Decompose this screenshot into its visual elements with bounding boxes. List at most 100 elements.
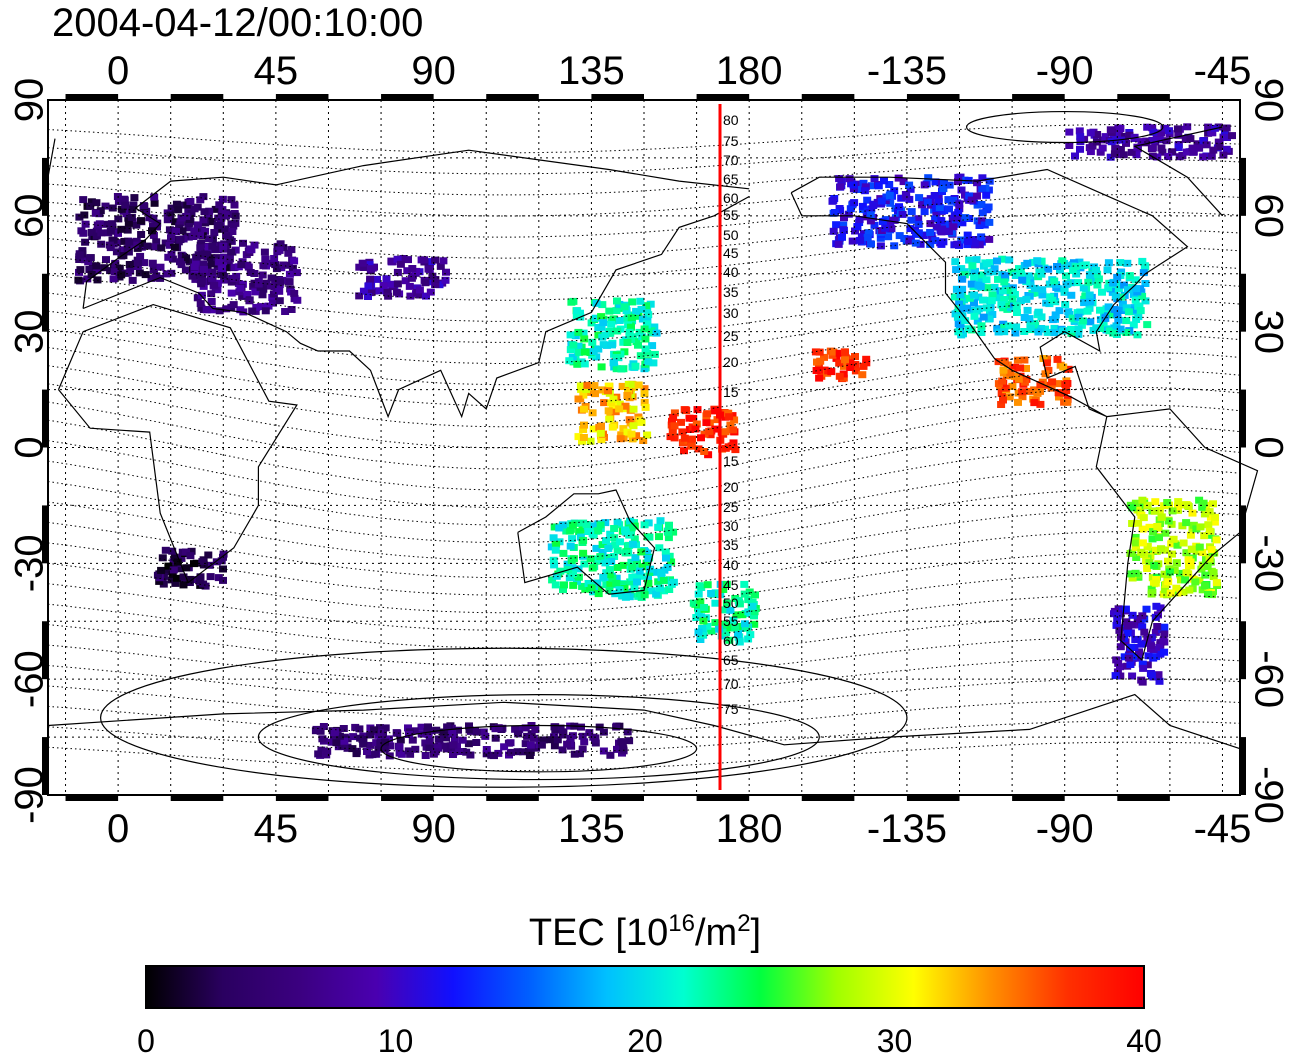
tec-cell: [1001, 272, 1009, 280]
tec-cell: [1129, 306, 1138, 314]
contour-label: 75: [723, 701, 739, 717]
tec-cell: [623, 392, 632, 399]
tec-cell: [92, 262, 101, 270]
tec-cell: [149, 265, 158, 273]
tec-cell: [1193, 140, 1202, 148]
tec-cell: [680, 447, 688, 455]
tec-cell: [574, 395, 583, 403]
tec-cell: [627, 323, 635, 331]
tec-cell: [1020, 328, 1029, 335]
tec-cell: [1080, 298, 1089, 306]
tec-cell: [195, 577, 204, 584]
tec-cell: [359, 738, 368, 746]
tec-cell: [905, 237, 914, 245]
tec-cell: [393, 280, 402, 288]
tec-cell: [136, 252, 145, 260]
tec-cell: [721, 428, 730, 436]
tec-cell: [379, 282, 388, 289]
tec-cell: [1209, 500, 1217, 508]
tec-cell: [626, 578, 635, 586]
tec-cell: [77, 227, 86, 235]
tec-cell: [633, 578, 641, 586]
tec-cell: [1132, 554, 1141, 561]
tec-cell: [1069, 266, 1078, 274]
tec-cell: [612, 579, 621, 587]
tec-cell: [549, 534, 558, 542]
tec-cell: [880, 177, 888, 185]
magnetic-contour: [47, 246, 1241, 301]
tec-cell: [177, 214, 186, 222]
tec-cell: [434, 735, 443, 743]
contour-label: 60: [723, 633, 739, 649]
tec-cell: [424, 265, 433, 273]
tec-cell: [914, 215, 923, 223]
tec-cell: [132, 237, 141, 245]
tec-cell: [285, 278, 294, 286]
tec-cell: [137, 231, 146, 238]
tec-cell: [664, 534, 673, 542]
tec-cell: [539, 736, 548, 744]
tec-cell: [1174, 498, 1183, 506]
tec-cell: [323, 747, 332, 755]
tec-cell: [1138, 539, 1147, 547]
tec-cell: [637, 305, 646, 313]
tec-cell: [998, 287, 1007, 295]
tec-cell: [988, 311, 997, 318]
tec-cell: [700, 448, 709, 455]
tec-cell: [641, 335, 650, 343]
tec-cell: [637, 418, 646, 426]
tec-cell: [194, 251, 203, 259]
tec-cell: [186, 552, 195, 560]
tec-cell: [364, 293, 372, 300]
frame-bar: [1240, 505, 1246, 564]
coastline: [47, 138, 56, 178]
tec-cell: [606, 329, 615, 337]
tec-cell: [605, 587, 614, 595]
tec-cell: [727, 442, 736, 450]
tec-cell: [316, 727, 325, 735]
tec-cell: [661, 548, 670, 556]
tec-cell: [642, 559, 651, 567]
tec-cell: [97, 240, 106, 248]
tec-cell: [935, 204, 944, 211]
tec-cell: [87, 228, 96, 236]
tec-cell: [97, 229, 106, 237]
tec-cell: [836, 183, 845, 191]
tec-cell: [691, 425, 700, 433]
tec-cell: [441, 276, 450, 284]
tec-cell: [731, 624, 740, 632]
tec-cell: [185, 575, 194, 583]
tec-cell: [439, 257, 448, 265]
tec-cell: [1008, 284, 1017, 292]
tec-cell: [620, 584, 629, 592]
tec-cell: [170, 553, 179, 561]
tec-cell: [940, 207, 949, 215]
tec-cell: [637, 572, 646, 580]
tec-cell: [1198, 503, 1207, 511]
tec-cell: [404, 747, 413, 755]
y-tick-label: -90: [1246, 766, 1290, 824]
tec-cell: [79, 196, 88, 204]
tec-cell: [594, 345, 603, 353]
tec-cell: [1083, 307, 1092, 315]
tec-cell: [1121, 132, 1130, 140]
tec-cell: [1006, 369, 1015, 377]
tec-cell: [597, 436, 606, 444]
tec-cell: [137, 243, 146, 251]
tec-cell: [744, 596, 753, 604]
tec-cell: [870, 175, 879, 183]
tec-cell: [155, 577, 164, 585]
magnetic-contour: [47, 159, 1241, 196]
tec-cell: [1154, 671, 1163, 679]
tec-cell: [1123, 286, 1132, 294]
tec-cell: [117, 205, 126, 213]
tec-cell: [1127, 643, 1136, 651]
tec-cell: [75, 213, 84, 221]
tec-cell: [1147, 671, 1156, 679]
tec-cell: [193, 294, 202, 302]
tec-cell: [1103, 266, 1112, 274]
tec-cell: [1034, 308, 1043, 316]
tec-cell: [667, 558, 676, 566]
tec-cell: [187, 547, 196, 555]
tec-cell: [186, 258, 194, 266]
